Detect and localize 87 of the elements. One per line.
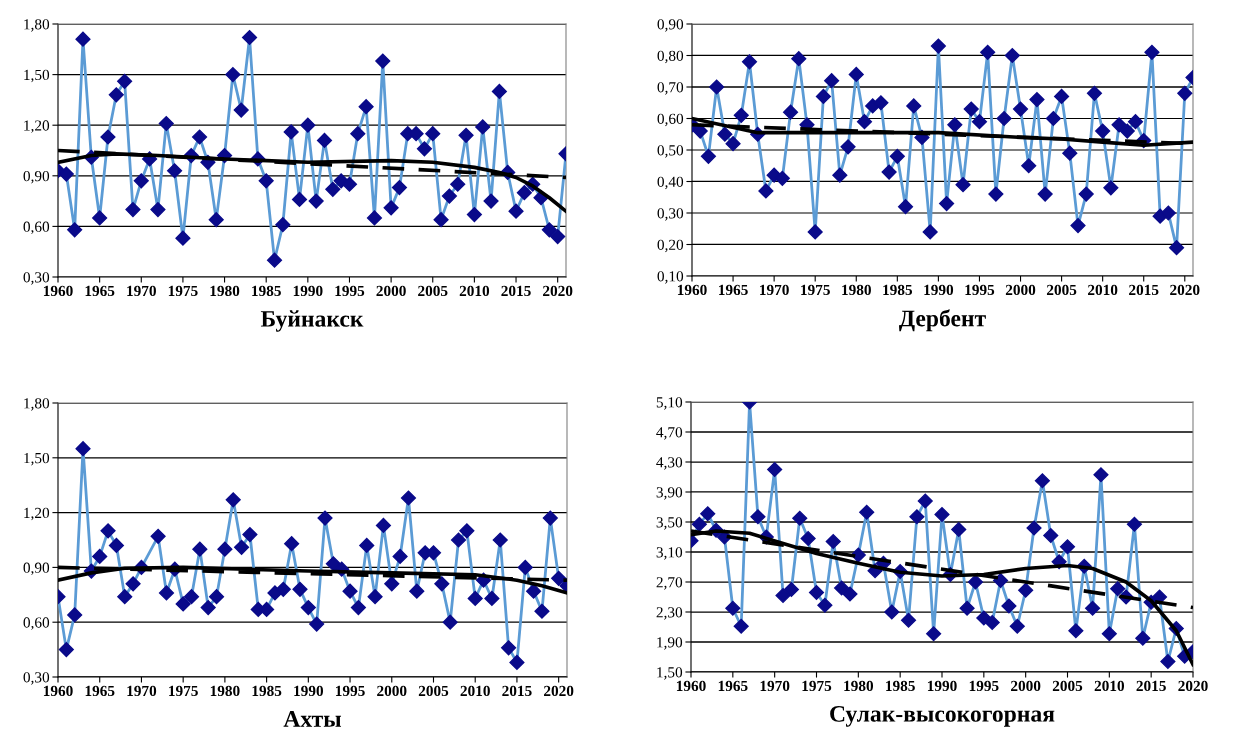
x-tick-label: 1975 bbox=[802, 680, 832, 692]
x-tick-label: 2015 bbox=[502, 685, 532, 697]
y-tick-label: 0,10 bbox=[657, 271, 684, 284]
y-tick-label: 0,80 bbox=[657, 50, 684, 64]
y-tick-label: 0,60 bbox=[23, 617, 50, 630]
x-axis-title: Ахты bbox=[283, 711, 342, 727]
y-tick-label: 1,80 bbox=[24, 398, 50, 411]
x-tick-label: 1960 bbox=[43, 685, 73, 697]
x-tick-label: 1990 bbox=[927, 680, 957, 692]
x-axis-title: Буйнакск bbox=[260, 310, 364, 332]
x-tick-label: 2000 bbox=[377, 685, 407, 697]
y-tick-label: 3,50 bbox=[656, 517, 683, 530]
x-tick-label: 1965 bbox=[718, 680, 748, 692]
y-tick-label: 0,50 bbox=[657, 145, 684, 158]
x-tick-label: 2005 bbox=[418, 685, 449, 697]
x-axis-title: Сулак-высокогорная bbox=[830, 705, 1055, 727]
x-tick-label: 2010 bbox=[459, 285, 490, 297]
x-tick-label: 2005 bbox=[1052, 680, 1083, 692]
x-tick-label: 1995 bbox=[335, 285, 365, 297]
x-tick-label: 2010 bbox=[1094, 680, 1125, 692]
y-tick-label: 0,30 bbox=[23, 672, 50, 685]
y-tick-label: 0,40 bbox=[657, 176, 684, 190]
x-tick-label: 2010 bbox=[460, 685, 490, 697]
x-tick-label: 1985 bbox=[883, 284, 913, 296]
x-tick-label: 2000 bbox=[1005, 284, 1036, 296]
y-tick-label: 2,30 bbox=[656, 607, 683, 620]
x-tick-label: 1970 bbox=[760, 284, 789, 296]
x-tick-label: 1975 bbox=[168, 285, 198, 297]
x-tick-label: 1995 bbox=[336, 685, 365, 697]
y-tick-label: 0,90 bbox=[657, 19, 684, 32]
x-tick-label: 1990 bbox=[294, 685, 324, 697]
x-tick-label: 2015 bbox=[1129, 284, 1159, 296]
y-tick-label: 0,30 bbox=[657, 208, 684, 221]
x-tick-label: 1985 bbox=[252, 685, 282, 697]
x-tick-label: 2010 bbox=[1088, 284, 1118, 296]
y-tick-label: 0,90 bbox=[23, 170, 50, 184]
y-tick-label: 4,70 bbox=[656, 427, 683, 440]
x-tick-label: 2020 bbox=[543, 285, 573, 297]
x-tick-label: 1960 bbox=[676, 680, 706, 692]
y-tick-label: 0,70 bbox=[657, 82, 684, 95]
x-tick-label: 1970 bbox=[127, 285, 156, 297]
x-tick-label: 1970 bbox=[127, 685, 157, 697]
x-tick-label: 1985 bbox=[252, 285, 281, 297]
x-tick-label: 1970 bbox=[760, 680, 790, 692]
x-tick-label: 2005 bbox=[1046, 284, 1077, 296]
x-tick-label: 2020 bbox=[1178, 680, 1208, 692]
x-tick-label: 1960 bbox=[677, 284, 707, 296]
x-tick-label: 1980 bbox=[210, 685, 240, 697]
y-tick-label: 3,10 bbox=[656, 547, 683, 560]
x-tick-label: 1965 bbox=[85, 285, 115, 297]
x-tick-label: 1965 bbox=[85, 685, 115, 697]
y-tick-label: 0,60 bbox=[23, 221, 50, 235]
y-tick-label: 1,50 bbox=[657, 667, 683, 680]
x-tick-label: 2015 bbox=[1136, 680, 1166, 692]
x-tick-label: 1980 bbox=[844, 680, 874, 692]
x-tick-label: 1985 bbox=[886, 680, 915, 692]
y-tick-label: 1,20 bbox=[24, 507, 50, 521]
x-tick-label: 1960 bbox=[43, 285, 73, 297]
x-tick-label: 2005 bbox=[418, 285, 448, 297]
y-tick-label: 0,20 bbox=[657, 239, 684, 253]
x-tick-label: 1980 bbox=[210, 285, 240, 297]
y-tick-label: 1,50 bbox=[24, 452, 50, 466]
y-tick-label: 1,50 bbox=[24, 69, 50, 83]
x-tick-label: 2000 bbox=[376, 285, 406, 297]
y-tick-label: 1,80 bbox=[24, 19, 50, 32]
y-tick-label: 5,10 bbox=[656, 397, 683, 410]
y-tick-label: 2,70 bbox=[656, 577, 683, 590]
x-tick-label: 1980 bbox=[842, 284, 871, 296]
y-tick-label: 1,90 bbox=[657, 637, 683, 650]
x-tick-label: 1975 bbox=[169, 685, 198, 697]
x-tick-label: 2020 bbox=[1170, 284, 1200, 296]
y-tick-label: 0,60 bbox=[657, 113, 684, 127]
y-tick-label: 3,90 bbox=[656, 487, 683, 500]
y-tick-label: 1,20 bbox=[24, 120, 50, 133]
x-tick-label: 1990 bbox=[293, 285, 323, 297]
y-tick-label: 0,30 bbox=[23, 272, 50, 285]
x-tick-label: 2020 bbox=[544, 685, 574, 697]
y-tick-label: 4,30 bbox=[656, 457, 683, 470]
x-tick-label: 2000 bbox=[1011, 680, 1041, 692]
x-tick-label: 1995 bbox=[965, 284, 995, 296]
x-tick-label: 2015 bbox=[501, 285, 531, 297]
x-tick-label: 1965 bbox=[719, 284, 748, 296]
x-tick-label: 1975 bbox=[801, 284, 830, 296]
x-tick-label: 1995 bbox=[969, 680, 999, 692]
x-axis-title: Дербент bbox=[898, 309, 986, 332]
x-tick-label: 1990 bbox=[924, 284, 954, 296]
y-tick-label: 0,90 bbox=[23, 562, 50, 576]
